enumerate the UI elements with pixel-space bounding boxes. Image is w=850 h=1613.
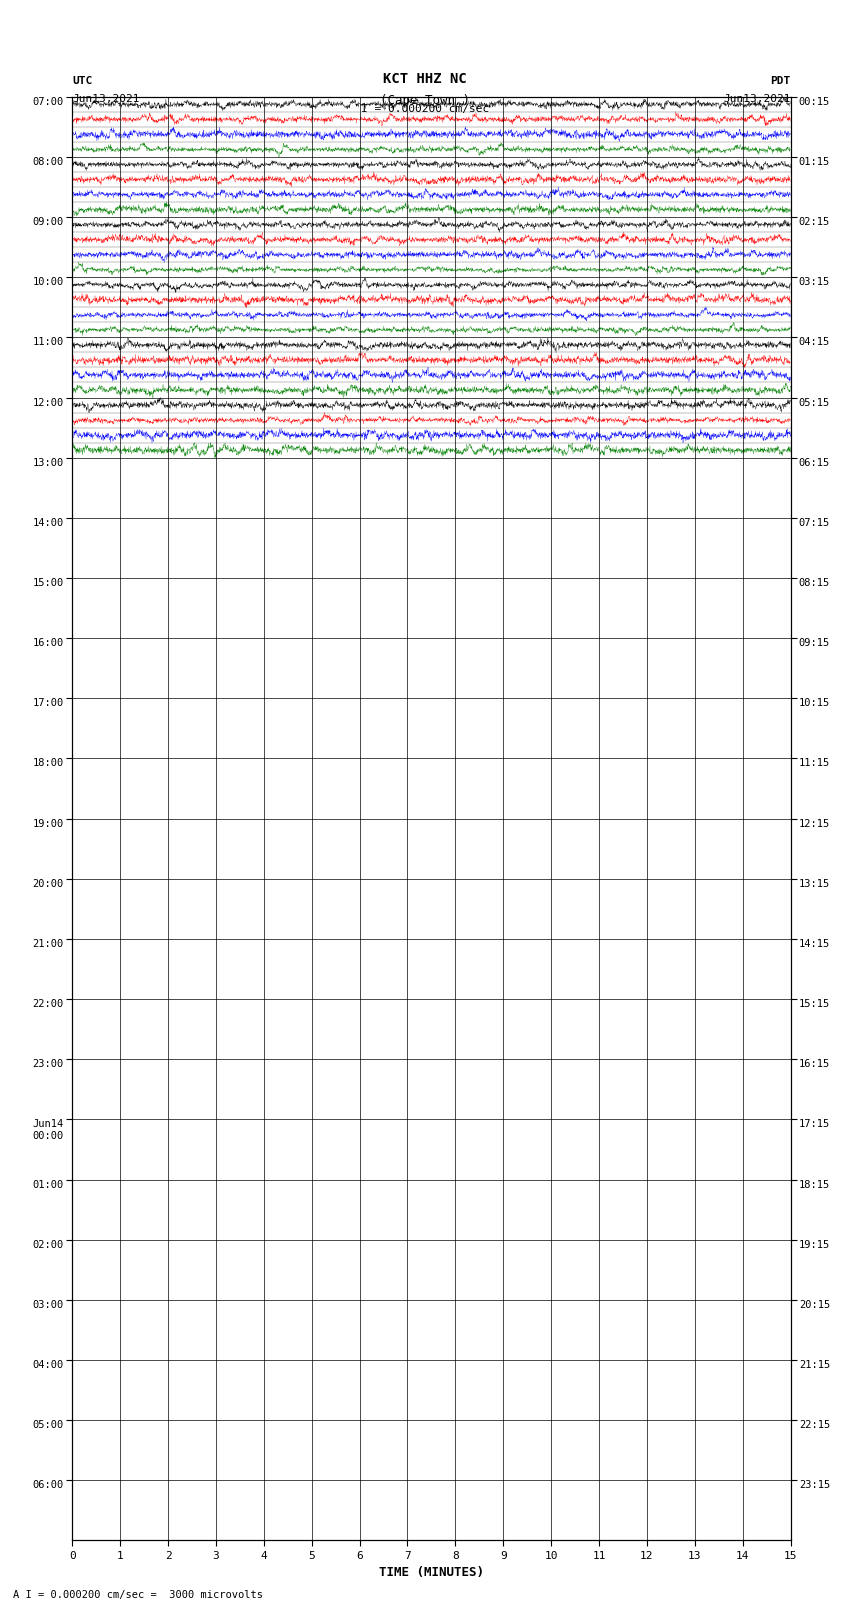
Text: (Cape Town ): (Cape Town ) — [380, 94, 470, 108]
Text: Jun13,2021: Jun13,2021 — [72, 94, 139, 105]
Text: KCT HHZ NC: KCT HHZ NC — [383, 73, 467, 85]
Text: A I = 0.000200 cm/sec =  3000 microvolts: A I = 0.000200 cm/sec = 3000 microvolts — [13, 1590, 263, 1600]
Text: UTC: UTC — [72, 76, 93, 85]
Text: I = 0.000200 cm/sec: I = 0.000200 cm/sec — [361, 105, 489, 115]
Text: PDT: PDT — [770, 76, 790, 85]
Text: Jun13,2021: Jun13,2021 — [723, 94, 791, 105]
X-axis label: TIME (MINUTES): TIME (MINUTES) — [379, 1566, 484, 1579]
